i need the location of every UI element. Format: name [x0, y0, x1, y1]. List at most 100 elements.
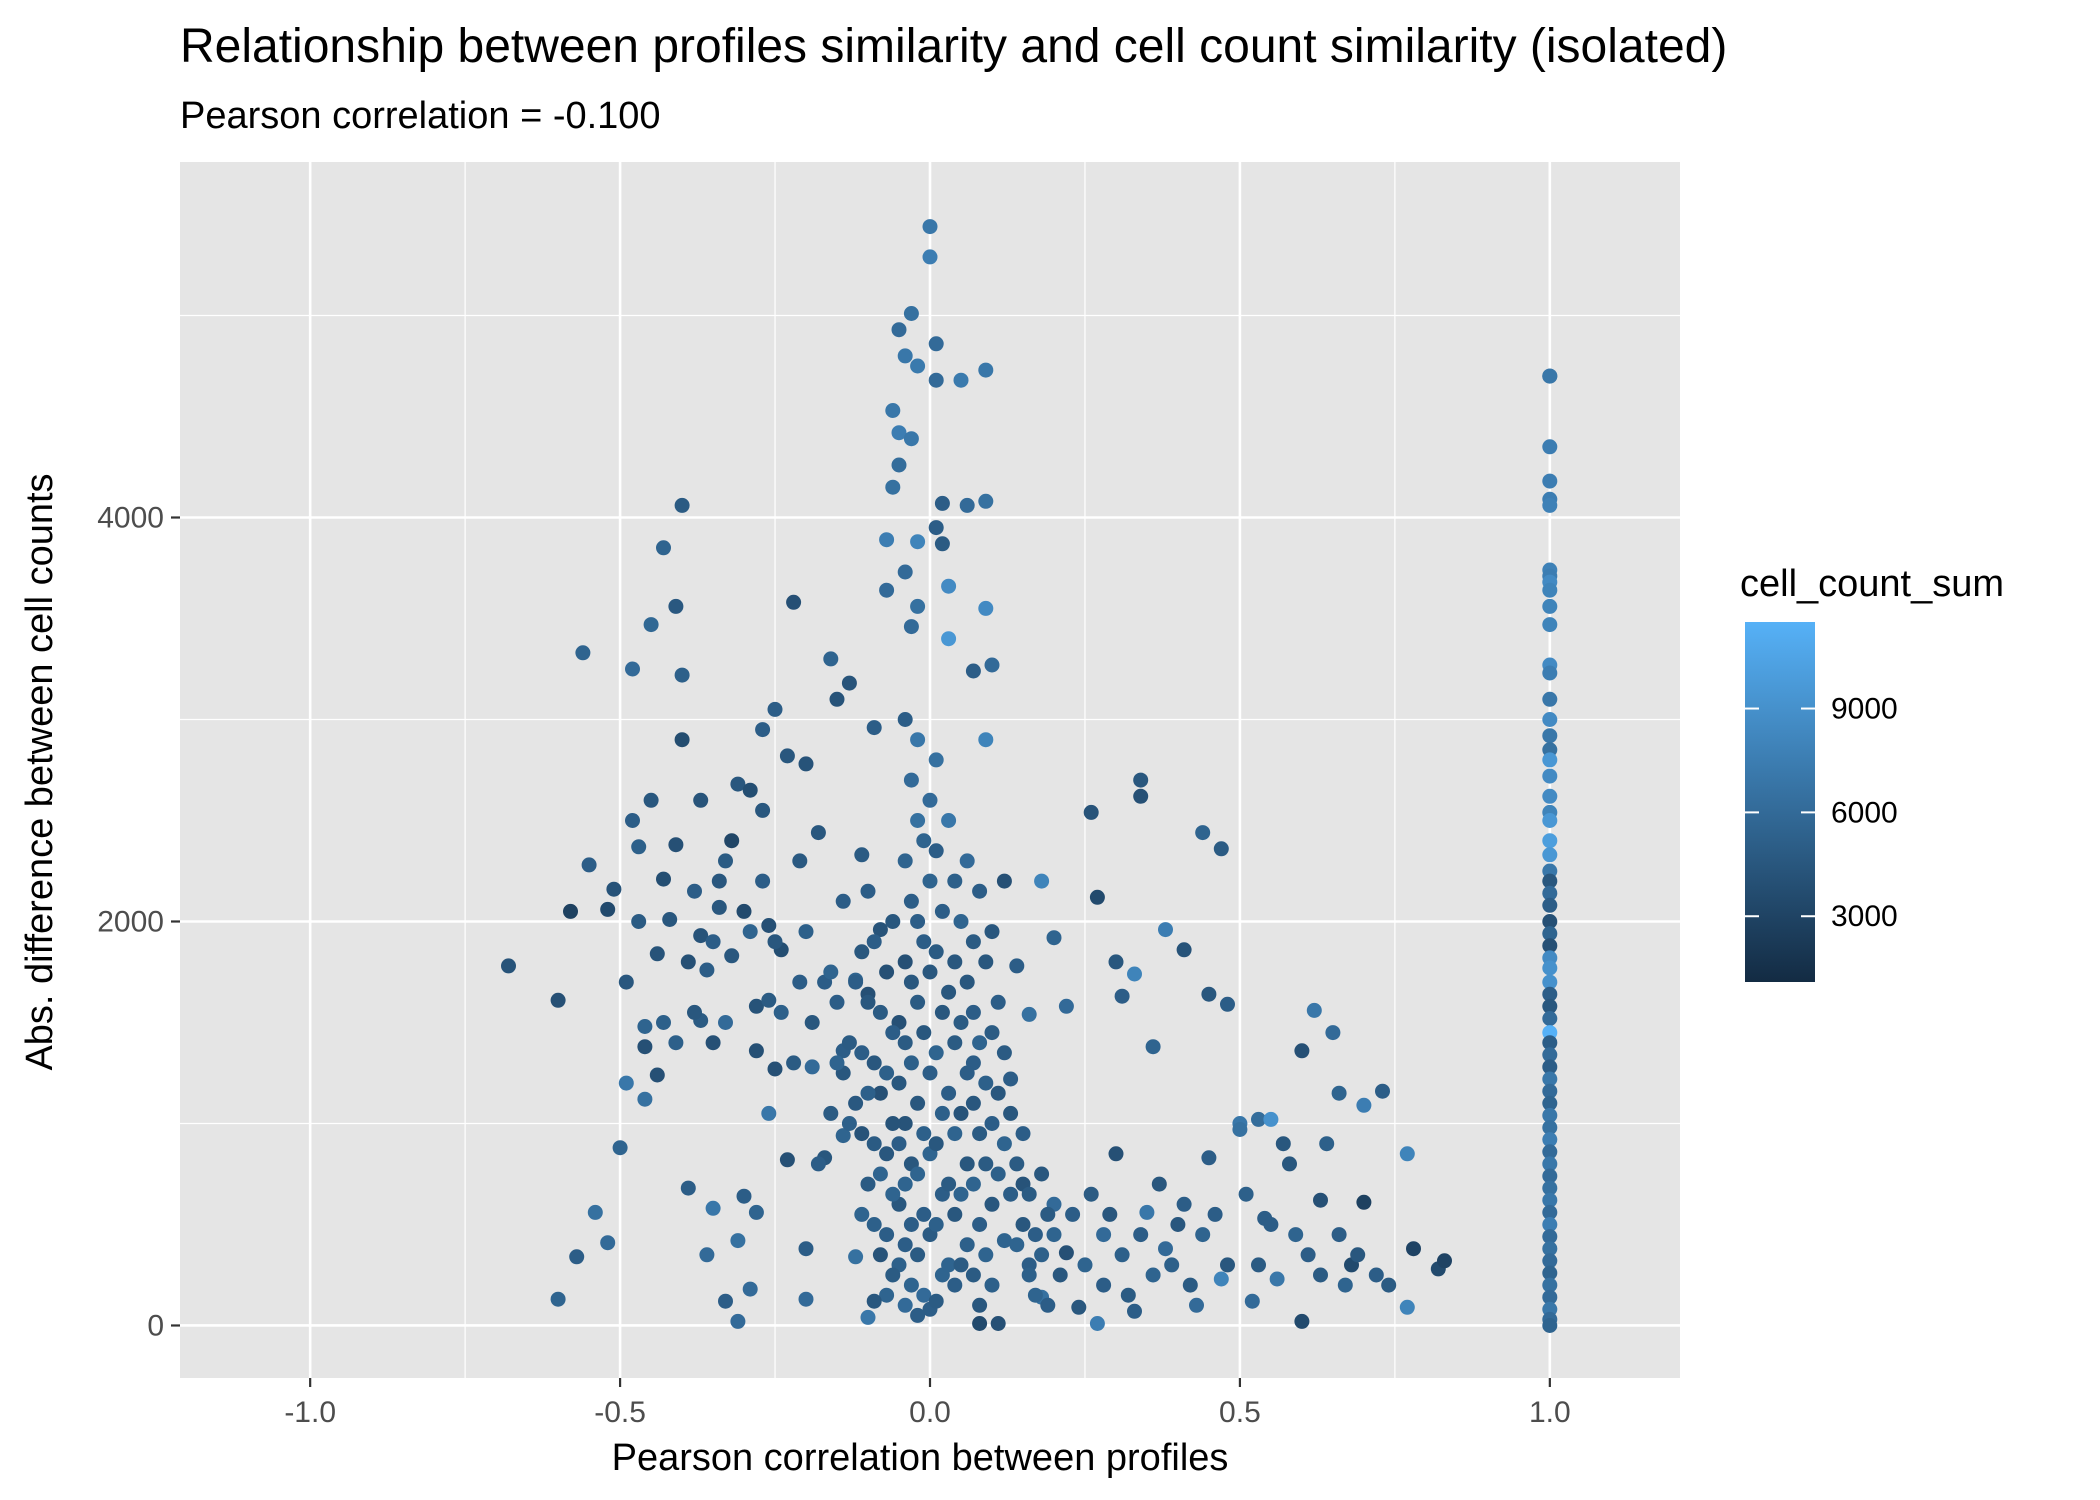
data-point: [1108, 1146, 1124, 1162]
data-point: [1009, 1237, 1025, 1253]
data-point: [1350, 1247, 1366, 1263]
data-point: [1040, 1206, 1056, 1222]
data-point: [984, 657, 1000, 673]
data-point: [693, 792, 709, 808]
data-point: [1145, 1039, 1161, 1055]
data-point: [879, 1227, 895, 1243]
data-point: [810, 825, 826, 841]
data-point: [928, 1136, 944, 1152]
data-point: [965, 1095, 981, 1111]
data-point: [1542, 1289, 1558, 1305]
data-point: [947, 1035, 963, 1051]
data-point: [978, 600, 994, 616]
data-point: [1542, 1180, 1558, 1196]
data-point: [897, 712, 913, 727]
data-point: [810, 1156, 826, 1172]
data-point: [959, 1156, 975, 1172]
data-point: [1213, 1271, 1229, 1287]
data-point: [872, 1247, 888, 1263]
data-point: [649, 1067, 665, 1083]
data-point: [631, 914, 647, 929]
data-point: [891, 1075, 907, 1091]
data-point: [1406, 1241, 1421, 1257]
data-point: [934, 1105, 950, 1121]
data-point: [668, 598, 684, 614]
data-point: [1331, 1085, 1347, 1101]
data-point: [1269, 1271, 1285, 1287]
data-point: [978, 1075, 994, 1091]
data-point: [897, 1176, 913, 1192]
data-point: [990, 994, 1006, 1010]
data-point: [680, 954, 696, 970]
data-point: [1399, 1299, 1415, 1315]
data-point: [1114, 1247, 1130, 1263]
data-point: [866, 1055, 882, 1071]
data-point: [1542, 1047, 1558, 1063]
data-point: [637, 1091, 653, 1107]
x-axis-title: Pearson correlation between profiles: [612, 1437, 1229, 1479]
data-point: [1071, 1299, 1087, 1315]
data-point: [897, 1297, 913, 1313]
data-point: [1083, 804, 1099, 820]
data-point: [1542, 1011, 1558, 1026]
data-point: [618, 1075, 634, 1091]
data-point: [978, 362, 994, 378]
data-point: [959, 853, 975, 869]
data-point: [1158, 1241, 1173, 1257]
data-point: [928, 336, 944, 352]
data-point: [872, 1004, 888, 1020]
data-point: [965, 663, 981, 679]
data-point: [718, 1015, 733, 1030]
data-point: [978, 954, 994, 970]
data-point: [1542, 1083, 1558, 1099]
data-point: [792, 974, 808, 990]
data-point: [910, 914, 926, 929]
data-point: [984, 924, 1000, 940]
data-point: [1096, 1227, 1112, 1243]
data-point: [1319, 1136, 1335, 1152]
data-point: [866, 1293, 882, 1309]
data-point: [699, 1247, 715, 1263]
data-point: [1201, 1150, 1217, 1166]
data-point: [643, 792, 659, 808]
data-point: [1133, 788, 1149, 804]
data-point: [1542, 439, 1558, 455]
data-point: [984, 1277, 1000, 1293]
data-point: [910, 1307, 926, 1323]
data-point: [748, 1043, 764, 1059]
data-point: [910, 1166, 926, 1182]
data-point: [656, 1015, 671, 1030]
data-point: [724, 833, 740, 849]
data-point: [1542, 368, 1558, 384]
data-point: [1313, 1267, 1328, 1283]
data-point: [600, 901, 616, 917]
data-point: [680, 1180, 696, 1196]
data-point: [885, 479, 901, 495]
data-point: [1356, 1097, 1372, 1113]
data-point: [897, 348, 913, 364]
data-point: [1251, 1257, 1266, 1273]
data-point: [941, 631, 957, 647]
data-point: [612, 1140, 628, 1156]
data-point: [978, 1156, 994, 1172]
data-point: [1058, 1245, 1074, 1261]
data-point: [1542, 691, 1558, 707]
data-point: [1542, 1095, 1558, 1111]
data-point: [941, 1176, 957, 1192]
data-point: [1275, 1136, 1291, 1152]
data-point: [1176, 1196, 1192, 1212]
data-point: [885, 1267, 901, 1283]
data-point: [984, 1116, 1000, 1131]
data-point: [1009, 958, 1025, 974]
data-point: [1127, 1303, 1142, 1319]
data-point: [941, 1085, 957, 1101]
data-point: [1542, 847, 1558, 863]
data-point: [668, 837, 684, 853]
data-point: [730, 1313, 746, 1329]
data-point: [761, 918, 777, 933]
data-point: [1542, 885, 1558, 901]
data-point: [779, 1152, 795, 1168]
data-point: [1288, 1227, 1304, 1243]
data-point: [1300, 1247, 1316, 1263]
data-point: [978, 493, 994, 509]
